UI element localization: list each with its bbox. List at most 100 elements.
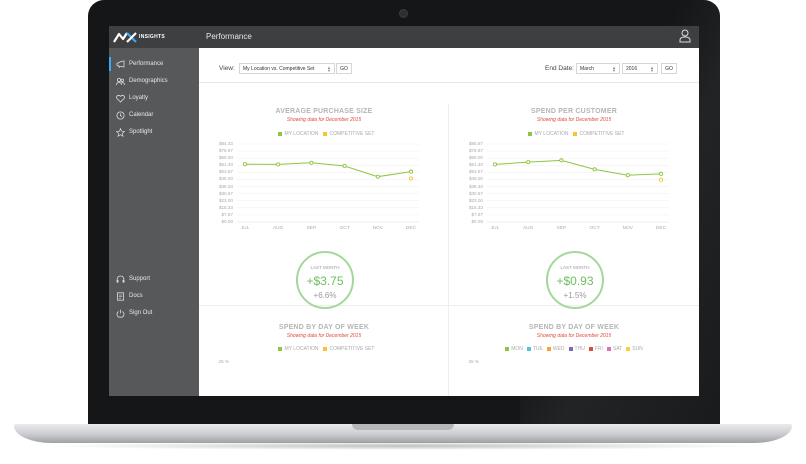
select-arrows-icon: ▲ ▼: [650, 65, 654, 73]
legend-label: COMPETITIVE SET: [329, 131, 375, 137]
legend-swatch-my-location: [278, 347, 283, 351]
laptop-notch: [352, 424, 454, 430]
panel-divider-vertical: [448, 104, 449, 396]
legend-swatch-mon: [505, 347, 510, 351]
data-point[interactable]: [658, 177, 664, 182]
megaphone-icon: [115, 59, 125, 69]
x-tick-label: SEP: [556, 226, 567, 231]
view-label: View:: [219, 65, 235, 72]
x-tick-label: DEC: [405, 226, 417, 231]
y-tick-label: $15.33: [218, 204, 233, 210]
data-point[interactable]: [408, 176, 414, 181]
legend-swatch-sun: [626, 347, 631, 351]
y-tick-label: $46.00: [468, 176, 483, 182]
chart-legend: MY LOCATION COMPETITIVE SET: [199, 131, 449, 137]
data-point[interactable]: [526, 160, 531, 165]
x-tick-label: NOV: [372, 226, 383, 231]
x-tick-label: DEC: [655, 226, 667, 231]
y-tick-label: $7.67: [471, 211, 484, 217]
sidebar: Performance Demographics Loyalty Calenda…: [109, 48, 199, 396]
sidebar-item-docs[interactable]: Docs: [109, 289, 199, 303]
page-title: Performance: [206, 32, 252, 41]
x-tick-label: OCT: [589, 226, 600, 231]
date-go-button[interactable]: GO: [661, 63, 677, 74]
top-bar: INSIGHTS Performance: [109, 26, 699, 48]
data-point[interactable]: [625, 173, 630, 178]
legend-swatch-my-location: [278, 132, 283, 136]
y-tick-label: 35 %: [468, 359, 479, 364]
series-line-my-location: [494, 159, 662, 176]
legend-swatch-competitive-set: [573, 132, 578, 136]
kpi-value: +$3.75: [306, 274, 344, 288]
panel-title: SPEND PER CUSTOMER: [531, 108, 617, 115]
kpi-card-spend-per-customer: LAST MONTH +$0.93 +1.5%: [546, 251, 604, 309]
data-point[interactable]: [658, 171, 664, 176]
y-tick-label: $78.67: [218, 148, 233, 154]
y-tick-label: $23.00: [468, 197, 483, 203]
star-icon: [115, 127, 125, 137]
panel-spend-by-day-right: SPEND BY DAY OF WEEK Showing data for De…: [449, 306, 699, 396]
x-tick-label: SEP: [306, 226, 317, 231]
sidebar-item-label: Docs: [129, 293, 143, 299]
legend-label: THU: [574, 346, 585, 352]
legend-label: FRI: [594, 346, 603, 352]
y-tick-label: $53.67: [468, 169, 483, 175]
sidebar-item-demographics[interactable]: Demographics: [109, 74, 199, 88]
sidebar-item-calendar[interactable]: Calendar: [109, 108, 199, 122]
user-icon[interactable]: [679, 29, 691, 43]
data-point[interactable]: [276, 162, 281, 167]
panel-subtitle: Showing data for December 2015: [536, 117, 612, 123]
chart-legend: MY LOCATION COMPETITIVE SET: [449, 131, 699, 137]
app-logo[interactable]: INSIGHTS: [113, 28, 199, 46]
chart-legend: MON TUE WED THU FRI SAT SUN: [449, 346, 699, 352]
kpi-label: LAST MONTH: [310, 265, 340, 270]
legend-swatch-sat: [606, 347, 611, 351]
legend-label: COMPETITIVE SET: [329, 346, 375, 352]
y-tick-label: $53.67: [218, 169, 233, 175]
headset-icon: [115, 274, 125, 284]
view-select-value: My Location vs. Competitive Set: [243, 65, 315, 72]
sidebar-item-label: Spotlight: [129, 129, 153, 135]
data-point[interactable]: [375, 174, 380, 179]
sidebar-item-performance[interactable]: Performance: [109, 57, 201, 71]
panel-subtitle: Showing data for December 2015: [286, 333, 362, 339]
calendar-icon: [115, 110, 125, 120]
data-point[interactable]: [242, 162, 248, 167]
data-point[interactable]: [342, 163, 347, 169]
data-point[interactable]: [492, 162, 498, 167]
select-arrows-icon: ▲ ▼: [612, 65, 616, 73]
y-tick-label: $84.33: [218, 141, 233, 146]
month-select[interactable]: March ▲ ▼: [576, 63, 620, 74]
data-point[interactable]: [559, 158, 564, 163]
data-point[interactable]: [309, 160, 314, 165]
kpi-percent: +1.5%: [563, 291, 587, 300]
sidebar-item-spotlight[interactable]: Spotlight: [109, 125, 199, 139]
x-tick-label: OCT: [339, 226, 350, 231]
sidebar-item-label: Support: [129, 276, 151, 282]
y-tick-label: 25 %: [218, 359, 229, 364]
kpi-card-average-purchase: LAST MONTH +$3.75 +6.6%: [296, 251, 354, 309]
sidebar-item-loyalty[interactable]: Loyalty: [109, 91, 199, 105]
legend-label: MON: [511, 346, 523, 352]
sidebar-item-support[interactable]: Support: [109, 272, 199, 286]
y-tick-label: $30.67: [468, 190, 483, 196]
legend-label: MY LOCATION: [534, 131, 569, 137]
power-icon: [115, 308, 125, 318]
legend-swatch-competitive-set: [323, 132, 328, 136]
webcam: [399, 9, 408, 18]
y-tick-label: $61.33: [218, 162, 233, 168]
legend-swatch-tue: [526, 347, 531, 351]
end-date-label: End Date:: [545, 65, 574, 72]
data-point[interactable]: [592, 167, 597, 172]
legend-swatch-fri: [588, 347, 593, 351]
y-tick-label: $69.00: [468, 155, 483, 161]
panel-title: SPEND BY DAY OF WEEK: [528, 324, 620, 331]
sidebar-item-label: Sign Out: [129, 310, 153, 316]
year-select[interactable]: 2016 ▲ ▼: [622, 63, 658, 74]
view-go-button[interactable]: GO: [336, 63, 352, 74]
panel-divider-horizontal: [199, 305, 699, 306]
view-select[interactable]: My Location vs. Competitive Set ▲ ▼: [239, 63, 335, 74]
panel-average-purchase-size: AVERAGE PURCHASE SIZE Showing data for D…: [199, 48, 449, 309]
data-point[interactable]: [408, 169, 414, 174]
sidebar-item-sign-out[interactable]: Sign Out: [109, 306, 199, 320]
